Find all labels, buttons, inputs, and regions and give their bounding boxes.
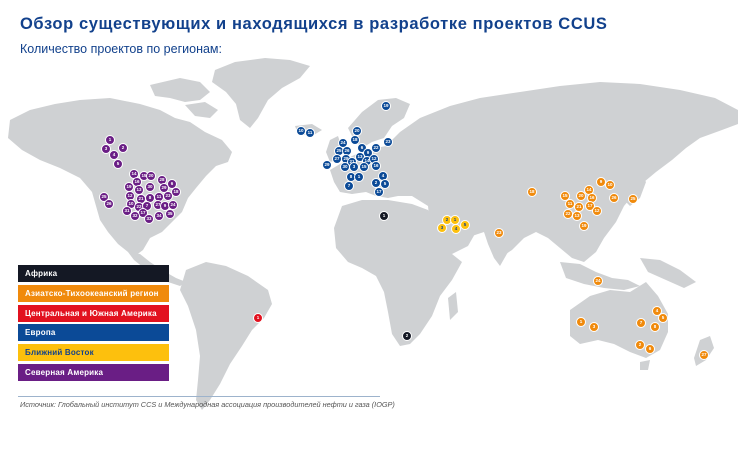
project-marker-europe: 5: [380, 179, 390, 189]
source-divider: [18, 396, 380, 397]
project-marker-asia-pacific: 4: [652, 306, 662, 316]
legend-item-central-south-america: Центральная и Южная Америка: [18, 304, 169, 322]
legend-item-middle-east: Ближний Восток: [18, 344, 169, 362]
project-marker-north-america: 35: [165, 209, 175, 219]
project-marker-europe: 19: [381, 101, 391, 111]
project-marker-asia-pacific: 13: [572, 211, 582, 221]
source-note: Источник: Глобальный институт CCS и Межд…: [20, 400, 395, 409]
project-marker-asia-pacific: 20: [576, 191, 586, 201]
project-marker-asia-pacific: 2: [635, 340, 645, 350]
project-marker-north-america: 26: [104, 199, 114, 209]
project-marker-asia-pacific: 12: [592, 206, 602, 216]
project-marker-europe: 1: [354, 172, 364, 182]
project-marker-north-america: 3: [101, 144, 111, 154]
project-marker-north-america: 34: [154, 211, 164, 221]
project-marker-north-america: 30: [145, 182, 155, 192]
north-america: [8, 98, 232, 256]
page-title: Обзор существующих и находящихся в разра…: [20, 15, 608, 33]
project-marker-central-south-america: 1: [253, 313, 263, 323]
project-marker-europe: 11: [305, 128, 315, 138]
project-marker-asia-pacific: 26: [609, 193, 619, 203]
project-marker-asia-pacific: 24: [593, 276, 603, 286]
project-marker-europe: 3: [349, 162, 359, 172]
project-marker-europe: 16: [371, 161, 381, 171]
project-marker-asia-pacific: 6: [645, 344, 655, 354]
legend-item-north-america: Северная Америка: [18, 363, 169, 381]
project-marker-middle-east: 4: [451, 224, 461, 234]
project-marker-north-america: 32: [130, 211, 140, 221]
project-marker-asia-pacific: 18: [527, 187, 537, 197]
project-marker-europe: 7: [344, 181, 354, 191]
scandinavia: [348, 98, 410, 148]
project-marker-africa: 1: [379, 211, 389, 221]
project-marker-middle-east: 3: [437, 223, 447, 233]
project-marker-middle-east: 5: [460, 220, 470, 230]
legend: Африка Азиатско-Тихоокеанский регион Цен…: [18, 265, 169, 384]
project-marker-asia-pacific: 3: [589, 322, 599, 332]
legend-item-europe: Европа: [18, 324, 169, 342]
page-subtitle: Количество проектов по регионам:: [20, 42, 222, 56]
project-marker-europe: 18: [350, 135, 360, 145]
south-america: [180, 262, 272, 410]
africa: [334, 200, 462, 346]
arctic-islands: [150, 78, 210, 102]
project-marker-asia-pacific: 19: [579, 221, 589, 231]
australia: [570, 282, 668, 358]
legend-item-africa: Африка: [18, 265, 169, 282]
legend-item-asia-pacific: Азиатско-Тихоокеанский регион: [18, 284, 169, 302]
project-marker-asia-pacific: 23: [494, 228, 504, 238]
project-marker-asia-pacific: 7: [636, 318, 646, 328]
greenland: [212, 58, 310, 128]
project-marker-europe: 22: [371, 143, 381, 153]
project-marker-europe: 15: [359, 162, 369, 172]
project-marker-asia-pacific: 25: [628, 194, 638, 204]
land-masses: [8, 58, 738, 410]
project-marker-asia-pacific: 1: [576, 317, 586, 327]
project-marker-asia-pacific: 10: [605, 180, 615, 190]
project-marker-europe: 29: [322, 160, 332, 170]
project-marker-asia-pacific: 27: [699, 350, 709, 360]
project-marker-europe: 23: [383, 137, 393, 147]
project-marker-asia-pacific: 5: [658, 313, 668, 323]
project-marker-north-america: 1: [105, 135, 115, 145]
project-marker-north-america: 33: [144, 214, 154, 224]
project-marker-north-america: 2: [118, 143, 128, 153]
eurasia: [330, 82, 738, 262]
project-marker-north-america: 5: [113, 159, 123, 169]
project-marker-asia-pacific: 8: [650, 322, 660, 332]
project-marker-africa: 2: [402, 331, 412, 341]
project-marker-north-america: 20: [146, 171, 156, 181]
project-marker-north-america: 23: [163, 191, 173, 201]
project-marker-europe: 17: [374, 187, 384, 197]
